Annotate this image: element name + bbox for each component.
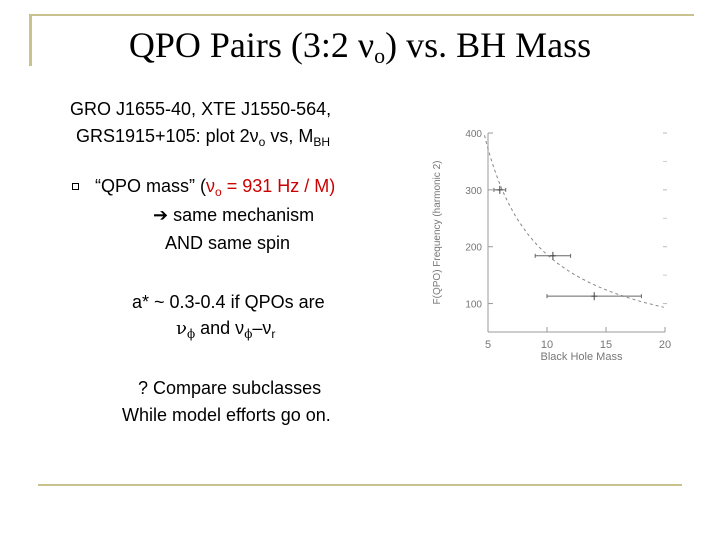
top-accent-rule (29, 14, 694, 16)
spin-line-1: a* ~ 0.3-0.4 if QPOs are (132, 292, 325, 312)
spin-line-2: νϕ and νϕ–νr (176, 318, 276, 341)
slide-title: QPO Pairs (3:2 νo) vs. BH Mass (128, 25, 592, 68)
same-spin-line: AND same spin (165, 233, 291, 253)
chart-y-tick-label: 400 (465, 129, 482, 140)
chart-y-axis-label: F(QPO) Frequency (harmonic 2) (432, 161, 443, 305)
chart-x-tick-label: 5 (485, 339, 491, 351)
intro-line-2: GRS1915+105: plot 2νo vs, MBH (76, 126, 330, 149)
bottom-accent-rule (38, 484, 682, 486)
chart-y-tick-label: 200 (465, 243, 482, 254)
bullet-square-icon (72, 183, 79, 190)
intro-text: GRO J1655-40, XTE J1550-564, GRS1915+105… (70, 96, 331, 156)
chart-x-tick-label: 15 (600, 339, 612, 351)
chart-x-tick-label: 10 (541, 339, 553, 351)
closing-line-2: While model efforts go on. (122, 405, 331, 425)
intro-line-1: GRO J1655-40, XTE J1550-564, (70, 99, 332, 119)
chart-fit-curve (484, 135, 664, 308)
chart-y-tick-label: 300 (465, 186, 482, 197)
left-accent-rule (29, 14, 32, 66)
chart-x-axis-label: Black Hole Mass (541, 351, 623, 363)
qpo-mass-line: “QPO mass” (νo = 931 Hz / M) (95, 176, 336, 199)
chart-y-tick-label: 100 (465, 300, 482, 311)
closing-line-1: ? Compare subclasses (138, 378, 322, 398)
chart-x-tick-label: 20 (659, 339, 671, 351)
same-mechanism-line: ➔ same mechanism (153, 205, 315, 225)
